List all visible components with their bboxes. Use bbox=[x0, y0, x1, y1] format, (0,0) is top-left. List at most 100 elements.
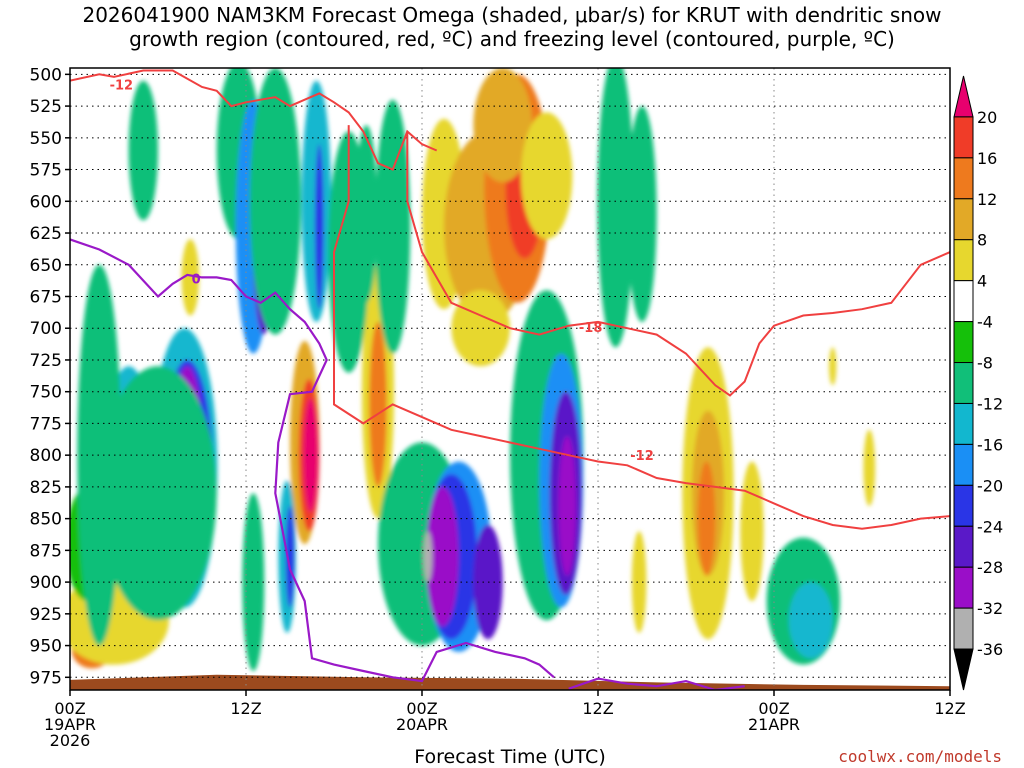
omega-cell-53 bbox=[697, 461, 716, 576]
credit-link[interactable]: coolwx.com/models bbox=[838, 747, 1002, 766]
y-tick-label-625: 625 bbox=[30, 224, 62, 244]
omega-cell-23 bbox=[303, 398, 318, 513]
omega-shading bbox=[70, 68, 876, 671]
colorbar-segment-6 bbox=[953, 321, 974, 364]
y-tick-label-875: 875 bbox=[30, 541, 62, 561]
colorbar-label-6: -8 bbox=[977, 354, 993, 373]
colorbar-label-13: -36 bbox=[977, 640, 1003, 659]
y-tick-label-600: 600 bbox=[30, 192, 62, 212]
colorbar-segment-8 bbox=[953, 402, 974, 445]
colorbar-label-5: -4 bbox=[977, 313, 993, 332]
y-tick-label-775: 775 bbox=[30, 414, 62, 434]
omega-cell-25 bbox=[285, 505, 295, 608]
omega-cell-58 bbox=[863, 429, 876, 506]
y-tick-label-725: 725 bbox=[30, 351, 62, 371]
y-tick-label-950: 950 bbox=[30, 637, 62, 657]
chart-title-line2: growth region (contoured, red, ºC) and f… bbox=[129, 27, 895, 51]
y-tick-label-750: 750 bbox=[30, 383, 62, 403]
omega-cell-18 bbox=[249, 68, 301, 335]
omega-cell-31 bbox=[375, 99, 411, 354]
omega-cell-59 bbox=[829, 347, 837, 386]
colorbar-segment-4 bbox=[953, 239, 974, 282]
colorbar-segment-2 bbox=[953, 157, 974, 200]
omega-cell-12 bbox=[128, 80, 158, 221]
y-tick-label-500: 500 bbox=[30, 65, 62, 85]
omega-cell-48 bbox=[558, 436, 576, 576]
omega-cell-20 bbox=[314, 144, 324, 310]
snow-growth-label-0: -12 bbox=[110, 79, 134, 94]
contour-lines: -12 -18 -12 0 bbox=[70, 69, 950, 690]
colorbar-segment-14 bbox=[953, 648, 974, 691]
snow-growth-contour-1 bbox=[406, 131, 950, 397]
x-tick-label-60-0: 12Z bbox=[934, 699, 965, 718]
colorbar-segment-5 bbox=[953, 280, 974, 323]
colorbar-segment-12 bbox=[953, 566, 974, 609]
y-tick-label-700: 700 bbox=[30, 319, 62, 339]
plot-frame bbox=[69, 67, 951, 691]
colorbar-segment-11 bbox=[953, 525, 974, 568]
grid-lines bbox=[70, 68, 950, 690]
y-tick-label-575: 575 bbox=[30, 161, 62, 181]
omega-cell-26 bbox=[242, 493, 265, 671]
x-tick-label-48-1: 21APR bbox=[748, 715, 800, 734]
omega-cell-30 bbox=[355, 125, 378, 303]
colorbar-label-1: 16 bbox=[977, 149, 997, 168]
y-tick-label-925: 925 bbox=[30, 605, 62, 625]
x-tick-label-0-0: 00Z bbox=[54, 699, 85, 718]
y-tick-label-550: 550 bbox=[30, 129, 62, 149]
omega-cell-42 bbox=[426, 486, 459, 627]
colorbar-label-0: 20 bbox=[977, 108, 997, 127]
x-axis-label: Forecast Time (UTC) bbox=[414, 746, 605, 768]
colorbar-segment-1 bbox=[953, 116, 974, 159]
omega-cell-38 bbox=[451, 290, 511, 367]
omega-cell-50 bbox=[627, 106, 657, 322]
colorbar: 20 16 12 8 4 -4 -8 -12 -16 -20 -24 -28 -32 -36 bbox=[953, 75, 1003, 691]
snow-growth-label-2: -12 bbox=[630, 449, 654, 464]
freezing-contour-1 bbox=[568, 677, 745, 690]
omega-cell-43 bbox=[423, 531, 433, 583]
freezing-contour-0 bbox=[70, 238, 555, 683]
y-tick-label-650: 650 bbox=[30, 256, 62, 276]
x-tick-label-36-0: 12Z bbox=[582, 699, 613, 718]
y-tick-label-675: 675 bbox=[30, 287, 62, 307]
colorbar-segment-7 bbox=[953, 362, 974, 404]
colorbar-label-10: -24 bbox=[977, 517, 1003, 536]
y-tick-label-825: 825 bbox=[30, 478, 62, 498]
snow-growth-contour-0 bbox=[70, 69, 438, 171]
ground-fill bbox=[70, 674, 950, 690]
x-tick-label-24-1: 20APR bbox=[396, 715, 448, 734]
omega-cell-36 bbox=[473, 68, 532, 183]
colorbar-label-7: -12 bbox=[977, 394, 1003, 413]
y-tick-label-900: 900 bbox=[30, 573, 62, 593]
colorbar-segment-0 bbox=[953, 75, 974, 118]
y-tick-label-525: 525 bbox=[30, 97, 62, 117]
omega-cell-37 bbox=[521, 112, 573, 240]
terrain-ground bbox=[70, 674, 950, 690]
omega-cell-54 bbox=[740, 461, 764, 602]
colorbar-segment-9 bbox=[953, 443, 974, 486]
snow-growth-label-1: -18 bbox=[579, 321, 603, 336]
y-tick-label-850: 850 bbox=[30, 510, 62, 530]
colorbar-segment-10 bbox=[953, 484, 974, 527]
colorbar-label-9: -20 bbox=[977, 476, 1003, 495]
chart-title-line1: 2026041900 NAM3KM Forecast Omega (shaded… bbox=[82, 3, 942, 27]
y-tick-label-800: 800 bbox=[30, 446, 62, 466]
colorbar-label-12: -32 bbox=[977, 599, 1003, 618]
x-tick-label-12-0: 12Z bbox=[230, 699, 261, 718]
colorbar-label-3: 8 bbox=[977, 231, 987, 250]
colorbar-label-2: 12 bbox=[977, 190, 997, 209]
colorbar-segment-13 bbox=[953, 607, 974, 650]
y-axis: 500 525 550 575 600 625 650 675 700 725 750 775 800 8… bbox=[30, 65, 70, 688]
colorbar-segment-3 bbox=[953, 198, 974, 241]
omega-cell-55 bbox=[631, 531, 647, 633]
colorbar-label-8: -16 bbox=[977, 435, 1003, 454]
colorbar-label-4: 4 bbox=[977, 272, 987, 291]
omega-cell-49 bbox=[597, 68, 634, 348]
x-tick-label-48-0: 00Z bbox=[758, 699, 789, 718]
colorbar-label-11: -28 bbox=[977, 558, 1003, 577]
x-tick-label-24-0: 00Z bbox=[406, 699, 437, 718]
omega-cell-57 bbox=[788, 582, 833, 659]
omega-cell-10 bbox=[99, 366, 217, 621]
